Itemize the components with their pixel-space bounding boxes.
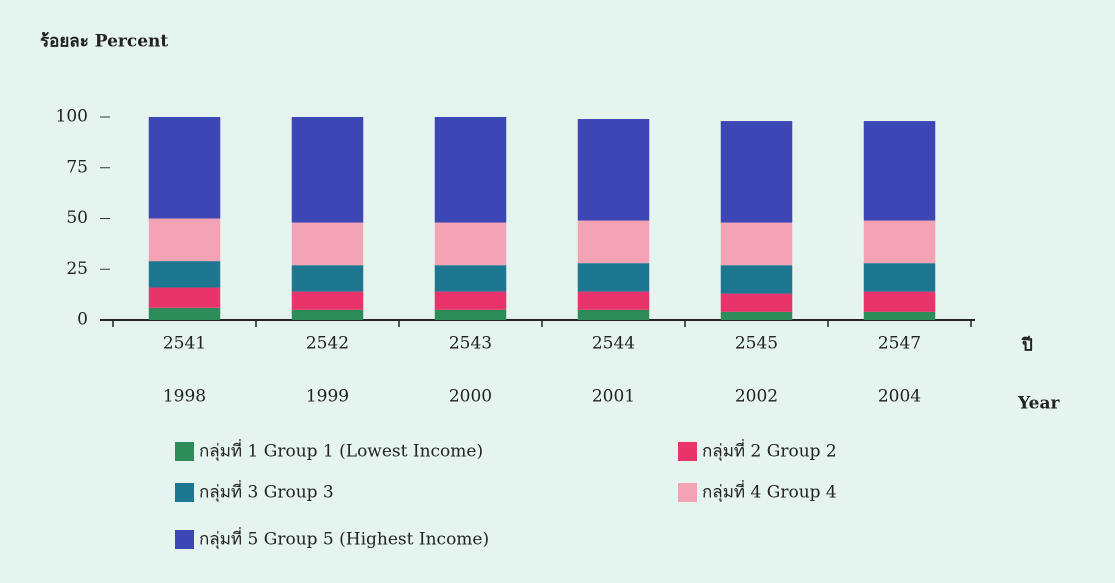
x-axis-label-en: Year [1017, 394, 1060, 414]
bar-segment [148, 307, 221, 320]
legend-swatch [175, 530, 194, 549]
legend-label: กลุ่มที่ 4 Group 4 [702, 480, 837, 503]
bar-segment [577, 220, 650, 264]
y-tick-label: 25 [66, 259, 88, 279]
x-tick-label-en: 1998 [163, 387, 206, 407]
bar-segment [577, 291, 650, 310]
x-tick-label: 2543 [449, 334, 492, 354]
bar-segment [291, 309, 364, 320]
bar-segment [863, 263, 936, 292]
x-axis-label: ปี [1021, 335, 1033, 356]
legend-swatch [175, 483, 194, 502]
legend-swatch [678, 483, 697, 502]
bar-segment [148, 218, 221, 262]
y-tick-label: 75 [66, 157, 88, 177]
y-tick-label: 0 [77, 310, 88, 330]
bar-segment [148, 261, 221, 288]
bar-segment [434, 309, 507, 320]
bar-segment [863, 121, 936, 221]
bar-segment [148, 287, 221, 308]
x-tick-label-en: 2002 [735, 387, 778, 407]
bar-segment [863, 220, 936, 264]
bar-segment [720, 121, 793, 223]
bar-segment [863, 291, 936, 312]
bar-segment [291, 222, 364, 266]
x-tick-label-en: 1999 [306, 387, 349, 407]
x-tick-label: 2547 [878, 334, 921, 354]
chart-title: ร้อยละ Percent [40, 32, 168, 52]
y-tick-label: 50 [66, 208, 88, 228]
y-tick-label: 100 [56, 107, 88, 127]
bar-segment [148, 117, 221, 219]
x-tick-label-en: 2004 [878, 387, 921, 407]
bar-segment [863, 311, 936, 320]
bar-segment [291, 291, 364, 310]
bar-segment [720, 293, 793, 312]
bar-segment [720, 265, 793, 294]
bar-segment [291, 117, 364, 223]
bar-segment [291, 265, 364, 292]
bar-segment [434, 222, 507, 266]
legend-label: กลุ่มที่ 2 Group 2 [702, 439, 837, 462]
bar-segment [577, 119, 650, 221]
x-tick-label: 2542 [306, 334, 349, 354]
bar-segment [577, 263, 650, 292]
bar-segment [434, 265, 507, 292]
legend-label: กลุ่มที่ 5 Group 5 (Highest Income) [199, 527, 489, 550]
x-tick-label-en: 2000 [449, 387, 492, 407]
legend-label: กลุ่มที่ 3 Group 3 [199, 480, 334, 503]
bar-segment [434, 117, 507, 223]
x-tick-label: 2544 [592, 334, 635, 354]
x-tick-label: 2541 [163, 334, 206, 354]
legend-swatch [678, 442, 697, 461]
bar-segment [720, 222, 793, 266]
legend-swatch [175, 442, 194, 461]
legend-label: กลุ่มที่ 1 Group 1 (Lowest Income) [199, 439, 483, 462]
x-tick-label: 2545 [735, 334, 778, 354]
bar-segment [577, 309, 650, 320]
bar-segment [720, 311, 793, 320]
x-tick-label-en: 2001 [592, 387, 635, 407]
bar-segment [434, 291, 507, 310]
